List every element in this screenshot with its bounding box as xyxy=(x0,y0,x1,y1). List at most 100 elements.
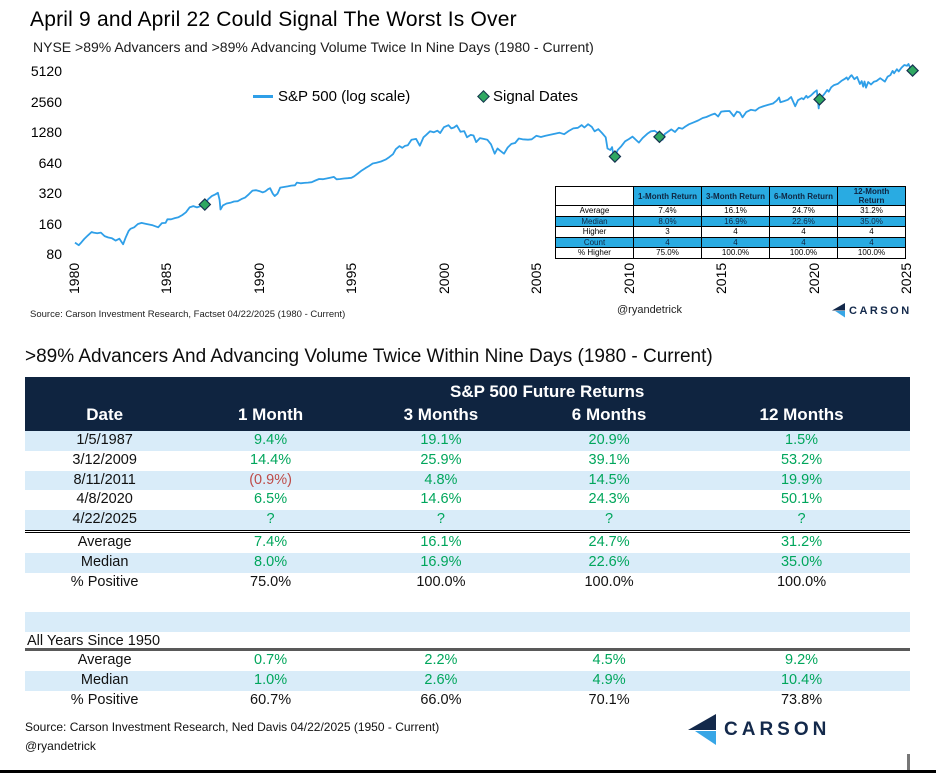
legend-signals-label: Signal Dates xyxy=(493,88,579,105)
inset-col-header xyxy=(555,186,634,206)
value-cell: 0.7% xyxy=(254,652,288,669)
x-tick-label: 2015 xyxy=(713,262,730,294)
signal-date-marker xyxy=(198,198,212,211)
inset-cell: 4 xyxy=(837,226,906,238)
value-cell: ? xyxy=(797,511,806,528)
y-tick-label: 1280 xyxy=(30,124,62,140)
legend-series-label: S&P 500 (log scale) xyxy=(278,88,411,105)
inset-row-label: Average xyxy=(555,205,634,217)
value-cell: 9.4% xyxy=(254,432,288,448)
value-cell: 19.1% xyxy=(420,432,462,448)
carson-brand-text: CARSON xyxy=(849,304,912,317)
signal-date-marker xyxy=(653,130,666,144)
y-tick-label: 640 xyxy=(38,154,62,171)
header-spacer xyxy=(25,380,184,403)
table-row: 3/12/2009 14.4% 25.9% 39.1% 53.2% xyxy=(25,451,910,471)
inset-row-label: Count xyxy=(555,236,634,248)
footer-source: Source: Carson Investment Research, Ned … xyxy=(25,720,440,734)
inset-cell: 4 xyxy=(837,236,906,248)
scrollbar-tick[interactable] xyxy=(907,754,910,771)
value-cell: 31.2% xyxy=(780,533,823,550)
inset-cell: 22.6% xyxy=(769,215,838,227)
value-cell: 39.1% xyxy=(588,451,630,468)
x-tick-label: 1980 xyxy=(66,262,82,294)
table-row: 4/22/2025???? xyxy=(25,510,910,530)
inset-table-row: Average 7.4% 16.1% 24.7% 31.2% xyxy=(555,205,906,217)
carson-logo-large: CARSON xyxy=(686,714,830,746)
row-label: 4/22/2025 xyxy=(72,511,137,528)
sp500-line-chart xyxy=(74,63,920,247)
table-row: % Positive 60.7% 66.0% 70.1% 73.8% xyxy=(25,691,910,711)
all-years-label: All Years Since 1950 xyxy=(25,632,910,652)
value-cell: 50.1% xyxy=(780,491,823,508)
inset-cell: 8.0% xyxy=(633,215,702,227)
col-header-3m: 3 Months xyxy=(403,405,479,424)
carson-chevron-icon xyxy=(831,303,845,318)
row-label: Median xyxy=(80,672,129,689)
future-returns-table: S&P 500 Future Returns Date 1 Month 3 Mo… xyxy=(25,377,910,711)
table-row: 8/11/2011 (0.9%) 4.8% 14.5% 19.9% xyxy=(25,470,910,491)
value-cell: 75.0% xyxy=(250,573,292,590)
x-tick-label: 2025 xyxy=(898,262,915,294)
value-cell: 35.0% xyxy=(780,553,823,570)
value-cell: 2.6% xyxy=(424,672,458,689)
row-label: 3/12/2009 xyxy=(72,451,137,468)
inset-row-label: % Higher xyxy=(555,247,634,259)
table-row: % Positive 75.0% 100.0% 100.0% 100.0% xyxy=(25,573,910,593)
value-cell: 73.8% xyxy=(780,692,823,709)
all-years-rows: Average 0.7% 2.2% 4.5% 9.2% Median 1.0% 2.6% 4.9… xyxy=(25,651,910,710)
value-cell: 14.4% xyxy=(250,451,292,468)
value-cell: 19.9% xyxy=(780,471,823,488)
row-label: 8/11/2011 xyxy=(73,471,136,488)
diamond-icon xyxy=(477,90,490,103)
signal-date-rows: 1/5/1987 9.4% 19.1% 20.9% 1.5% 3/12/2009 14.4%… xyxy=(25,431,910,533)
value-cell: 4.5% xyxy=(592,652,626,669)
inset-cell: 4 xyxy=(701,226,770,238)
inset-row-label: Median xyxy=(555,215,634,227)
value-cell: 66.0% xyxy=(420,692,462,709)
value-cell: ? xyxy=(266,511,275,528)
summary-rows: Average 7.4% 16.1% 24.7% 31.2% Median 8.0% 16.9… xyxy=(25,533,910,592)
value-cell: 4.9% xyxy=(592,672,626,689)
value-cell: 24.3% xyxy=(588,491,630,508)
inset-cell: 16.1% xyxy=(701,205,770,217)
row-label: Average xyxy=(77,652,132,669)
line-swatch-icon xyxy=(253,95,273,98)
inset-table-row: % Higher 75.0% 100.0% 100.0% 100.0% xyxy=(555,247,906,259)
legend-series: S&P 500 (log scale) xyxy=(253,88,410,105)
x-tick-label: 1990 xyxy=(250,262,267,294)
inset-col-header: 1-Month Return xyxy=(633,186,702,206)
x-tick-label: 2020 xyxy=(805,262,822,294)
value-cell: 2.2% xyxy=(424,652,458,669)
value-cell: 53.2% xyxy=(780,451,823,468)
inset-cell: 100.0% xyxy=(701,247,770,259)
row-label: 4/8/2020 xyxy=(76,491,133,508)
inset-table-row: Median 8.0% 16.9% 22.6% 35.0% xyxy=(555,215,906,227)
row-label: % Positive xyxy=(70,692,139,709)
row-label: % Positive xyxy=(70,573,139,590)
inset-cell: 100.0% xyxy=(837,247,906,259)
value-cell: 20.9% xyxy=(588,432,630,448)
spacer-row-shaded xyxy=(25,612,910,632)
inset-col-header: 12-Month Return xyxy=(837,186,906,206)
inset-col-header: 6-Month Return xyxy=(769,186,838,206)
value-cell: 16.9% xyxy=(420,553,462,570)
signal-date-marker xyxy=(608,150,622,163)
x-tick-label: 2000 xyxy=(435,262,452,294)
x-tick-label: 1995 xyxy=(343,262,360,294)
value-cell: 9.2% xyxy=(785,652,819,669)
inset-cell: 16.9% xyxy=(701,215,770,227)
col-header-12m: 12 Months xyxy=(759,405,844,424)
carson-brand-text: CARSON xyxy=(724,719,831,740)
y-tick-label: 80 xyxy=(46,246,62,262)
x-tick-label: 2005 xyxy=(528,262,545,294)
window-bottom-border xyxy=(0,770,936,773)
y-tick-label: 5120 xyxy=(30,63,62,79)
x-tick-label: 1985 xyxy=(158,262,175,294)
inset-col-header: 3-Month Return xyxy=(701,186,770,206)
y-tick-label: 2560 xyxy=(30,93,62,110)
value-cell: 100.0% xyxy=(416,573,466,590)
y-tick-label: 320 xyxy=(38,185,62,201)
table-row: Average 0.7% 2.2% 4.5% 9.2% xyxy=(25,651,910,671)
value-cell: 7.4% xyxy=(254,533,288,550)
